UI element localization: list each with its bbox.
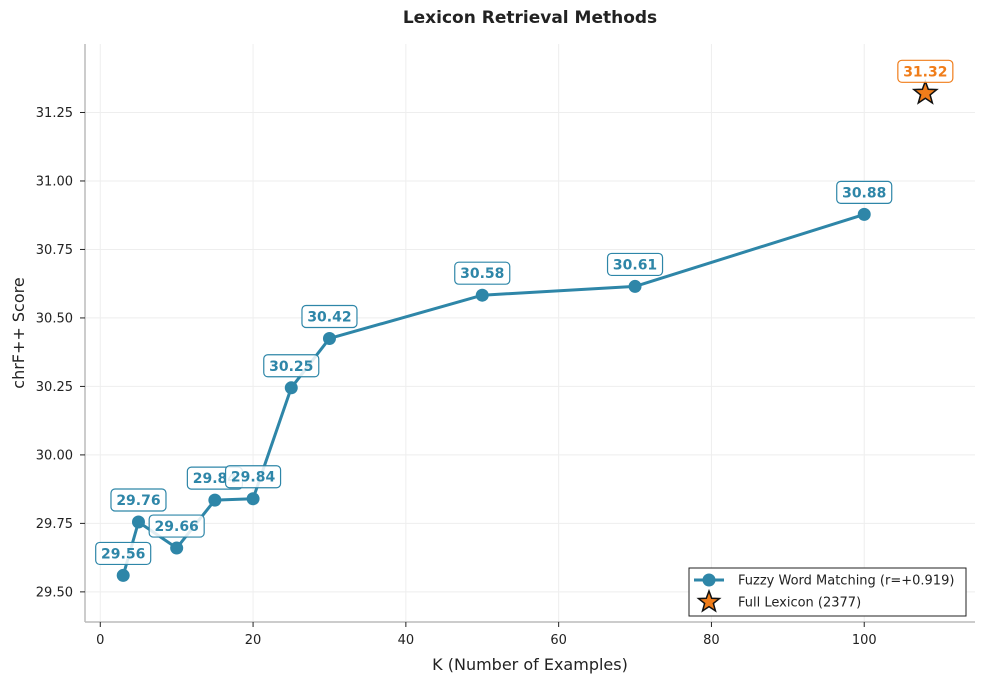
data-point-fuzzy (284, 381, 298, 395)
data-point-fuzzy (628, 279, 642, 293)
data-label-text: 29.56 (101, 546, 145, 562)
data-label-box (606, 252, 664, 277)
legend-label-full-lexicon: Full Lexicon (2377) (738, 596, 861, 611)
data-label-box (148, 514, 205, 538)
data-label-text: 29.66 (155, 519, 199, 535)
legend: Fuzzy Word Matching (r=+0.919) Full Lexi… (688, 567, 967, 617)
x-tick-label: 60 (550, 633, 567, 648)
data-label: 29.56 (95, 541, 152, 566)
y-tick-label: 30.50 (36, 311, 73, 326)
data-point-fuzzy (857, 207, 871, 221)
data-point-fuzzy (475, 288, 489, 302)
tick-labels: 0 20 40 60 80 100 29.50 29.75 30.00 30.25 30.50 30.… (36, 106, 877, 648)
legend-marker-full-lexicon (696, 588, 722, 613)
data-label-text: 30.42 (307, 309, 351, 325)
y-tick-label: 30.25 (36, 380, 73, 395)
legend-marker-fuzzy (702, 573, 716, 587)
data-label-box (301, 304, 358, 329)
axes (84, 44, 975, 623)
data-label-box (836, 180, 893, 204)
y-tick-label: 30.00 (36, 448, 73, 463)
data-point-fuzzy (208, 493, 222, 507)
x-tick-label: 20 (245, 633, 262, 648)
x-axis-label: K (Number of Examples) (432, 655, 628, 674)
grid-lines (85, 44, 975, 622)
data-label-box (224, 465, 282, 489)
data-label: 30.42 (301, 304, 358, 329)
data-label: 29.66 (148, 514, 205, 538)
legend-label-fuzzy: Fuzzy Word Matching (r=+0.919) (738, 574, 954, 589)
data-label: 30.25 (263, 354, 320, 378)
data-label-text: 30.25 (269, 359, 313, 375)
data-point-fuzzy (322, 331, 336, 345)
chart-title: Lexicon Retrieval Methods (403, 8, 657, 28)
series-plot (116, 79, 939, 582)
data-label-text: 29.84 (231, 470, 276, 486)
data-label: 29.76 (110, 488, 167, 512)
y-tick-label: 30.75 (36, 243, 73, 258)
data-point-fuzzy (246, 492, 260, 506)
data-label-box (110, 488, 167, 512)
y-tick-label: 29.75 (36, 517, 73, 532)
y-tick-label: 31.00 (36, 174, 73, 189)
data-label: 30.58 (454, 261, 511, 285)
data-label: 29.84 (224, 465, 282, 489)
data-label-text: 30.88 (842, 185, 886, 201)
x-tick-label: 80 (703, 633, 720, 648)
data-label-box (95, 541, 152, 566)
y-tick-label: 31.25 (36, 106, 73, 121)
y-tick-label: 29.50 (36, 585, 73, 600)
data-label-text: 29.76 (116, 493, 160, 509)
data-label-box (263, 354, 320, 378)
data-label-box (897, 59, 954, 83)
data-label-text: 30.58 (460, 266, 504, 282)
x-tick-label: 100 (852, 633, 877, 648)
y-axis-label: chrF++ Score (9, 277, 28, 388)
data-label-text: 30.61 (613, 257, 657, 273)
x-tick-label: 40 (398, 633, 415, 648)
data-label: 30.88 (836, 180, 893, 204)
data-label-box (454, 261, 511, 285)
data-point-fuzzy (131, 515, 145, 529)
legend-box (688, 567, 967, 617)
data-point-fuzzy (170, 541, 184, 555)
data-point-full-lexicon (911, 79, 939, 105)
data-labels: 29.5629.7629.6629.8429.8430.2530.4230.58… (95, 59, 954, 566)
data-label-text: 31.32 (903, 64, 947, 80)
data-label: 30.61 (606, 252, 664, 277)
data-point-fuzzy (116, 568, 130, 582)
data-label: 31.32 (897, 59, 954, 83)
x-tick-label: 0 (96, 633, 104, 648)
